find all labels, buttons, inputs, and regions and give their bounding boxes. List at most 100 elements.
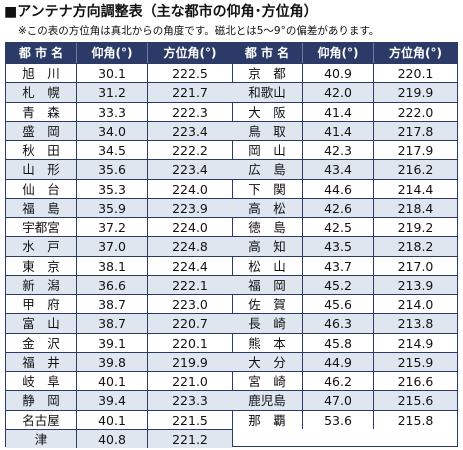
city-name: 仙 台: [6, 179, 77, 198]
elevation-value: 35.3: [77, 179, 148, 198]
table-right-half: 都 市 名 仰角(°) 方位角(°) 京 都 40.9 220.1 和歌山 42.0 21…: [232, 43, 457, 446]
elevation-value: 35.9: [77, 198, 148, 217]
city-name: 水 戸: [6, 237, 77, 256]
city-name: 秋 田: [6, 141, 77, 160]
table-row: 京 都 40.9 220.1: [232, 63, 457, 83]
elevation-value: 42.6: [303, 198, 374, 217]
table-row: 徳 島 42.5 219.2: [232, 217, 457, 237]
city-name: 高 知: [232, 237, 303, 256]
azimuth-value: 217.9: [397, 143, 434, 158]
city-name: 山 形: [6, 160, 77, 179]
elevation-value: 45.2: [303, 275, 374, 294]
elevation-value: 36.6: [77, 275, 148, 294]
azimuth-value: 223.9: [172, 200, 208, 216]
city-name: 佐 賀: [232, 295, 303, 314]
table-row: 盛 岡 34.0 223.4: [6, 120, 232, 140]
elevation-value: 30.1: [77, 64, 148, 83]
azimuth-value: 224.4: [172, 258, 208, 274]
elevation-value: 45.6: [303, 295, 374, 314]
azimuth-value: 215.6: [397, 393, 434, 409]
table-left-half: 都 市 名 仰角(°) 方位角(°) 旭 川 30.1 222.5 札 幌 31.2 22…: [6, 43, 233, 448]
elevation-value: 34.0: [77, 121, 148, 140]
azimuth-value: 221.7: [172, 85, 208, 101]
elevation-value: 42.0: [303, 83, 374, 102]
azimuth-value: 222.5: [172, 66, 208, 81]
table-row: 宮 崎 46.2 216.6: [232, 371, 457, 391]
city-name: 熊 本: [232, 333, 303, 352]
azimuth-value: 218.2: [397, 239, 434, 255]
azimuth-value: 218.4: [397, 200, 434, 216]
azimuth-value: 217.0: [397, 258, 434, 274]
elevation-value: 47.0: [303, 391, 374, 410]
azimuth-value: 213.9: [397, 277, 434, 293]
table-row: 仙 台 35.3 224.0: [6, 178, 232, 198]
elevation-value: 40.1: [77, 372, 148, 391]
table-row: 那 覇 53.6 215.8: [232, 409, 457, 429]
table-row: 高 松 42.6 218.4: [232, 197, 457, 217]
table-row: 福 岡 45.2 213.9: [232, 274, 457, 294]
azimuth-value: 222.0: [397, 104, 434, 120]
elevation-value: 38.7: [77, 295, 148, 314]
table-row: 金 沢 39.1 220.1: [6, 332, 232, 352]
table-row: 静 岡 39.4 223.3: [6, 390, 232, 410]
azimuth-value: 224.8: [172, 239, 208, 255]
city-name: 松 山: [232, 256, 303, 275]
elevation-value: 53.6: [303, 410, 374, 429]
table-row: 名古屋 40.1 221.5: [6, 409, 232, 429]
city-name: 旭 川: [6, 64, 77, 83]
city-name: 大 分: [232, 352, 303, 371]
table-row: 鳥 取 41.4 217.8: [232, 120, 457, 140]
city-name: 下 関: [232, 179, 303, 198]
elevation-value: 45.8: [303, 333, 374, 352]
elevation-value: 44.6: [303, 179, 374, 198]
table-row: 大 分 44.9 215.9: [232, 351, 457, 371]
city-name: 宇都宮: [6, 218, 77, 237]
header-elevation: 仰角(°): [303, 43, 374, 63]
azimuth-value: 215.8: [397, 412, 434, 428]
city-name: 盛 岡: [6, 121, 77, 140]
elevation-value: 46.3: [303, 314, 374, 333]
elevation-value: 39.1: [77, 333, 148, 352]
elevation-value: 35.6: [77, 160, 148, 179]
city-name: 東 京: [6, 256, 77, 275]
city-name: 青 森: [6, 102, 77, 121]
table-row: 和歌山 42.0 219.9: [232, 82, 457, 102]
azimuth-value: 221.5: [172, 412, 208, 428]
elevation-value: 40.9: [303, 64, 374, 83]
table-row: 新 潟 36.6 222.1: [6, 274, 232, 294]
table-row: 佐 賀 45.6 214.0: [232, 294, 457, 314]
table-row: 富 山 38.7 220.7: [6, 313, 232, 333]
elevation-value: 42.5: [303, 218, 374, 237]
azimuth-value: 214.9: [397, 335, 434, 351]
elevation-value: 37.0: [77, 237, 148, 256]
city-name: 長 崎: [232, 314, 303, 333]
city-name: 和歌山: [232, 83, 303, 102]
azimuth-value: 222.1: [172, 277, 208, 293]
table-row: 大 阪 41.4 222.0: [232, 101, 457, 121]
city-name: 福 岡: [232, 275, 303, 294]
table-row: 松 山 43.7 217.0: [232, 255, 457, 275]
elevation-value: 41.4: [303, 121, 374, 140]
elevation-value: 38.7: [77, 314, 148, 333]
azimuth-value: 214.0: [397, 297, 434, 312]
table-row: 長 崎 46.3 213.8: [232, 313, 457, 333]
elevation-value: 43.7: [303, 256, 374, 275]
azimuth-value: 216.2: [397, 162, 434, 178]
table-row: 福 島 35.9 223.9: [6, 197, 232, 217]
elevation-value: 34.5: [77, 141, 148, 160]
azimuth-value: 215.9: [397, 354, 434, 370]
header-azimuth: 方位角(°): [163, 46, 217, 60]
azimuth-value: 223.0: [172, 297, 208, 312]
city-name: 金 沢: [6, 333, 77, 352]
header-city: 都 市 名: [6, 43, 77, 63]
city-name: 大 阪: [232, 102, 303, 121]
elevation-value: 43.4: [303, 160, 374, 179]
table-header-right: 都 市 名 仰角(°) 方位角(°): [232, 43, 457, 63]
azimuth-value: 224.0: [172, 220, 208, 235]
table-row: 甲 府 38.7 223.0: [6, 294, 232, 314]
elevation-value: 38.1: [77, 256, 148, 275]
city-name: 岡 山: [232, 141, 303, 160]
table-row: 高 知 43.5 218.2: [232, 236, 457, 256]
city-name: 岐 阜: [6, 372, 77, 391]
